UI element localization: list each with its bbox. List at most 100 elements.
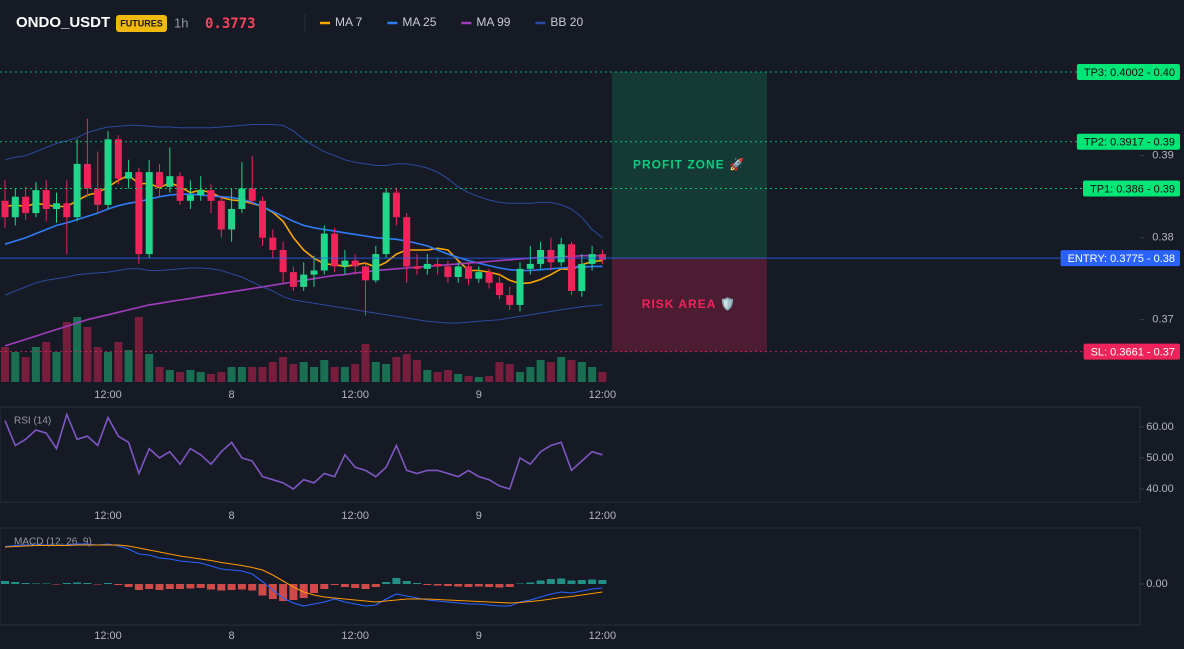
volume-bar (464, 376, 473, 382)
macd-histogram-bar (21, 583, 30, 584)
x-tick-label: 12:00 (341, 630, 369, 642)
symbol: ONDO_USDT (16, 14, 110, 31)
level-label-bg (1083, 343, 1180, 360)
candle-body (207, 190, 215, 201)
macd-histogram-bar (186, 584, 195, 589)
interval[interactable]: 1h (174, 15, 188, 30)
candle-body (454, 266, 462, 278)
candle-body (238, 188, 246, 209)
macd-histogram-bar (598, 580, 607, 584)
volume-bar (11, 352, 20, 382)
volume-bar (423, 370, 432, 382)
volume-bar (371, 362, 380, 382)
macd-histogram-bar (567, 580, 576, 584)
candle-body (331, 233, 339, 267)
candle-body (125, 172, 133, 179)
candle-body (166, 176, 174, 187)
candle-body (186, 195, 194, 201)
volume-bar (1, 347, 9, 382)
x-tick-label: 12:00 (589, 510, 617, 522)
level-label: TP3: 0.4002 - 0.40 (1084, 67, 1175, 79)
x-tick-label: 12:00 (94, 630, 122, 642)
macd-histogram-bar (351, 584, 360, 588)
level-label-bg (1083, 180, 1180, 197)
volume-bar (536, 360, 545, 382)
volume-bar (299, 362, 308, 382)
macd-histogram-bar (433, 584, 442, 586)
legend-label[interactable]: MA 25 (402, 15, 436, 29)
candle-body (547, 249, 555, 263)
level-label-bg (1060, 250, 1180, 267)
rsi-line (4, 412, 603, 490)
macd-histogram-bar (114, 584, 123, 585)
macd-histogram-bar (474, 584, 483, 587)
volume-bar (289, 364, 298, 382)
volume-bar (320, 360, 329, 382)
legend-label[interactable]: MA 7 (335, 15, 363, 29)
volume-bar (145, 354, 154, 382)
legend-label[interactable]: BB 20 (550, 15, 583, 29)
badge: FUTURES (120, 18, 163, 28)
y-tick-label: 0.00 (1146, 578, 1167, 590)
macd-histogram-bar (402, 581, 411, 584)
candle-body (423, 263, 431, 269)
candle-body (32, 190, 40, 214)
level-label: TP1: 0.386 - 0.39 (1090, 183, 1175, 195)
volume-bar (42, 342, 51, 382)
candle-body (516, 268, 524, 305)
volume-bar (207, 374, 215, 382)
candle-body (135, 172, 143, 255)
macd-histogram-bar (268, 584, 277, 599)
macd-histogram-bar (505, 584, 514, 587)
risk-zone-label: RISK AREA 🛡️ (642, 297, 736, 311)
x-tick-label: 12:00 (341, 389, 369, 401)
candle-body (269, 237, 277, 250)
level-label: TP2: 0.3917 - 0.39 (1084, 137, 1175, 149)
macd-histogram-bar (557, 578, 566, 584)
volume-bar (196, 372, 205, 382)
macd-histogram-bar (104, 583, 112, 584)
macd-histogram-bar (155, 584, 164, 590)
candle-body (568, 244, 575, 291)
candle-body (63, 203, 71, 218)
volume-bar (402, 354, 411, 382)
ma-line (4, 193, 603, 272)
macd-histogram-bar (516, 583, 524, 584)
candle-body (197, 190, 205, 196)
volume-bar (340, 367, 349, 382)
macd-histogram-bar (93, 584, 102, 585)
candle-body (11, 196, 19, 218)
macd-histogram-bar (577, 580, 586, 584)
candle-body (465, 266, 472, 279)
macd-line (4, 543, 603, 607)
macd-histogram-bar (1, 581, 9, 584)
candle-body (53, 203, 60, 209)
y-tick-label: 60.00 (1146, 421, 1174, 433)
macd-histogram-bar (73, 582, 82, 584)
volume-bar (485, 376, 494, 382)
candle-body (506, 295, 514, 305)
candle-body (598, 254, 606, 260)
volume-bar (155, 367, 164, 382)
candle-body (217, 200, 225, 230)
badge-bg (116, 15, 167, 32)
legend-label[interactable]: MA 99 (476, 15, 510, 29)
volume-bar (454, 374, 463, 382)
volume-bar (268, 362, 277, 382)
volume-bar (526, 367, 535, 382)
volume-bar (165, 370, 174, 382)
volume-bar (361, 344, 370, 382)
level-label: SL: 0.3661 - 0.37 (1091, 347, 1175, 359)
candle-body (248, 188, 256, 201)
candle-body (42, 190, 50, 209)
volume-bar (124, 350, 133, 382)
macd-histogram-bar (227, 584, 236, 590)
x-tick-label: 12:00 (341, 510, 369, 522)
macd-histogram-bar (196, 584, 205, 588)
volume-bar (516, 372, 524, 382)
volume-bar (351, 364, 360, 382)
macd-title: MACD (12, 26, 9) (14, 537, 92, 548)
candle-body (300, 274, 308, 287)
volume-bar (52, 352, 61, 382)
